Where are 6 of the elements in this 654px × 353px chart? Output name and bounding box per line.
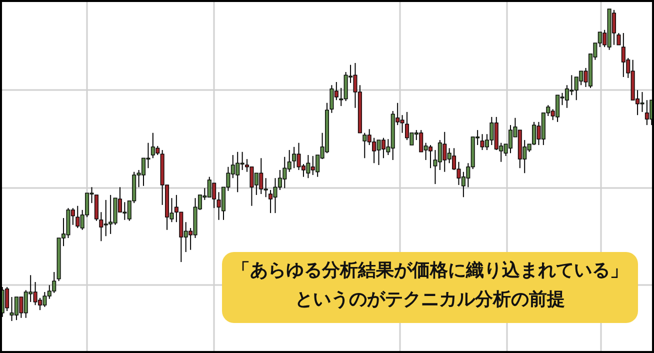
candlestick [616,32,621,46]
candlestick [5,286,10,312]
candlestick [268,189,273,214]
annotation: 「あらゆる分析結果が価格に織り込まれている」 [232,260,628,281]
candlestick [644,100,649,126]
annotation: というのがテクニカル分析の前提 [295,289,565,310]
